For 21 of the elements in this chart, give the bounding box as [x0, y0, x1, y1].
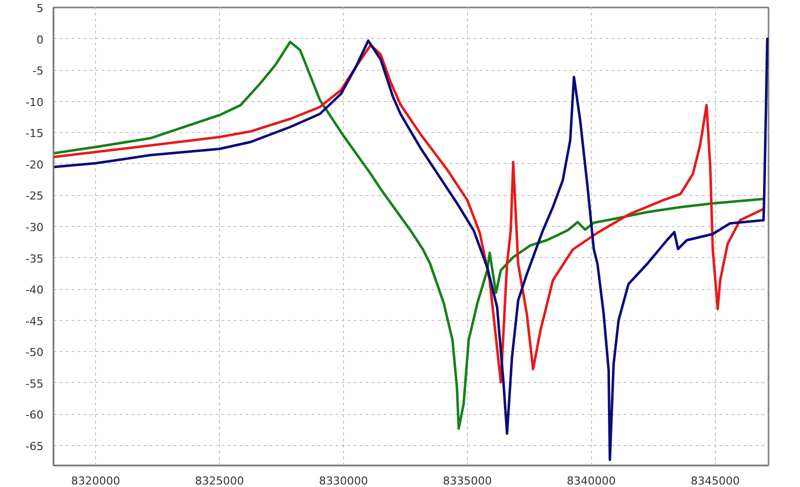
y-tick-label: -50 — [26, 346, 44, 360]
y-tick-label: -15 — [26, 127, 44, 140]
y-tick-label: -10 — [26, 96, 44, 109]
x-tick-label: 8325000 — [195, 474, 244, 487]
x-tick-label: 8345000 — [690, 474, 740, 487]
y-tick-label: -20 — [26, 158, 44, 172]
y-tick-label: -40 — [26, 284, 44, 297]
x-tick-label: 8320000 — [71, 474, 120, 487]
x-tick-label: 8340000 — [566, 474, 616, 487]
y-tick-label: -25 — [26, 190, 44, 203]
y-tick-label: 0 — [36, 33, 44, 46]
y-tick-label: -65 — [26, 440, 44, 453]
y-tick-label: -5 — [32, 64, 44, 78]
x-tick-label: 8335000 — [442, 474, 492, 487]
y-tick-label: -45 — [26, 314, 44, 328]
y-tick-label: -35 — [26, 252, 44, 266]
y-tick-label: 5 — [36, 2, 44, 15]
y-tick-label: -30 — [26, 220, 44, 234]
y-tick-label: -60 — [26, 408, 44, 422]
y-tick-label: -55 — [26, 377, 44, 390]
x-tick-label: 8330000 — [318, 474, 368, 487]
